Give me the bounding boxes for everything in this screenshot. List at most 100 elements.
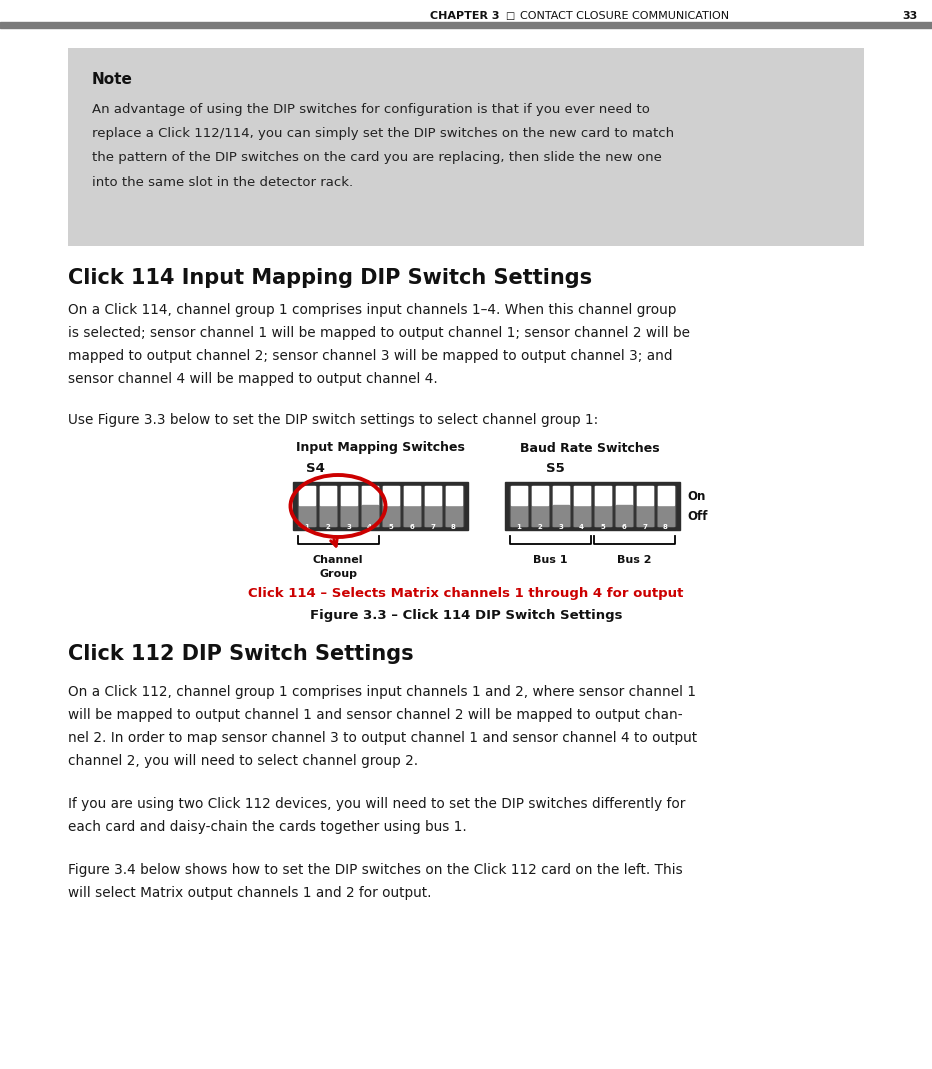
Bar bbox=[615, 486, 632, 505]
Text: Use Figure 3.3 below to set the DIP switch settings to select channel group 1:: Use Figure 3.3 below to set the DIP swit… bbox=[68, 413, 598, 427]
Text: Input Mapping Switches: Input Mapping Switches bbox=[295, 441, 464, 454]
Text: replace a Click 112/114, you can simply set the DIP switches on the new card to : replace a Click 112/114, you can simply … bbox=[92, 127, 674, 140]
Bar bbox=[320, 505, 336, 526]
Bar bbox=[656, 486, 675, 526]
Text: 1: 1 bbox=[304, 524, 308, 530]
Bar bbox=[298, 486, 314, 505]
Text: sensor channel 4 will be mapped to output channel 4.: sensor channel 4 will be mapped to outpu… bbox=[68, 372, 438, 386]
Text: Off: Off bbox=[688, 511, 708, 524]
Bar bbox=[339, 486, 358, 526]
Text: Click 114 Input Mapping DIP Switch Settings: Click 114 Input Mapping DIP Switch Setti… bbox=[68, 268, 592, 288]
Text: If you are using two Click 112 devices, you will need to set the DIP switches di: If you are using two Click 112 devices, … bbox=[68, 797, 685, 811]
Bar bbox=[382, 505, 399, 526]
Bar bbox=[594, 486, 611, 526]
Bar bbox=[595, 486, 610, 505]
Text: mapped to output channel 2; sensor channel 3 will be mapped to output channel 3;: mapped to output channel 2; sensor chann… bbox=[68, 348, 673, 363]
Text: On a Click 114, channel group 1 comprises input channels 1–4. When this channel : On a Click 114, channel group 1 comprise… bbox=[68, 303, 677, 317]
Text: 1: 1 bbox=[516, 524, 521, 530]
Bar bbox=[573, 486, 590, 505]
Text: Group: Group bbox=[319, 569, 357, 579]
Bar bbox=[552, 486, 569, 526]
Text: each card and daisy-chain the cards together using bus 1.: each card and daisy-chain the cards toge… bbox=[68, 820, 467, 834]
Text: Click 112 DIP Switch Settings: Click 112 DIP Switch Settings bbox=[68, 644, 414, 664]
Text: Note: Note bbox=[92, 73, 133, 88]
Text: 3: 3 bbox=[346, 524, 351, 530]
Bar bbox=[0, 22, 932, 28]
Text: 8: 8 bbox=[663, 524, 668, 530]
Text: 6: 6 bbox=[621, 524, 626, 530]
Bar bbox=[657, 505, 674, 526]
Text: Click 114 – Selects Matrix channels 1 through 4 for output: Click 114 – Selects Matrix channels 1 th… bbox=[248, 588, 684, 601]
Text: On a Click 112, channel group 1 comprises input channels 1 and 2, where sensor c: On a Click 112, channel group 1 comprise… bbox=[68, 685, 696, 699]
Text: will select Matrix output channels 1 and 2 for output.: will select Matrix output channels 1 and… bbox=[68, 886, 432, 900]
Text: 8: 8 bbox=[451, 524, 456, 530]
Bar bbox=[404, 486, 419, 505]
Bar bbox=[320, 486, 336, 505]
Bar bbox=[530, 486, 549, 526]
Bar bbox=[511, 505, 527, 526]
Bar bbox=[361, 486, 378, 526]
Bar bbox=[553, 486, 569, 505]
Text: 7: 7 bbox=[430, 524, 435, 530]
Text: 7: 7 bbox=[642, 524, 647, 530]
Bar bbox=[531, 505, 547, 526]
Bar bbox=[553, 505, 569, 526]
Bar bbox=[510, 486, 528, 526]
Bar bbox=[404, 505, 419, 526]
Text: 4: 4 bbox=[579, 524, 584, 530]
Bar bbox=[445, 486, 461, 505]
Bar bbox=[298, 505, 314, 526]
Text: 4: 4 bbox=[367, 524, 372, 530]
Text: CHAPTER 3: CHAPTER 3 bbox=[431, 11, 500, 21]
Bar bbox=[340, 505, 357, 526]
Text: the pattern of the DIP switches on the card you are replacing, then slide the ne: the pattern of the DIP switches on the c… bbox=[92, 152, 662, 165]
Bar bbox=[531, 486, 547, 505]
Bar bbox=[614, 486, 633, 526]
Bar bbox=[657, 486, 674, 505]
Bar bbox=[382, 486, 399, 505]
Text: 2: 2 bbox=[325, 524, 330, 530]
Bar bbox=[572, 486, 591, 526]
Text: Figure 3.4 below shows how to set the DIP switches on the Click 112 card on the : Figure 3.4 below shows how to set the DI… bbox=[68, 863, 683, 877]
Text: Channel: Channel bbox=[313, 555, 363, 566]
Text: 5: 5 bbox=[600, 524, 605, 530]
Text: 33: 33 bbox=[902, 11, 918, 21]
Text: Baud Rate Switches: Baud Rate Switches bbox=[520, 441, 660, 454]
Bar bbox=[293, 482, 468, 530]
Bar bbox=[615, 505, 632, 526]
Bar bbox=[297, 486, 316, 526]
Bar bbox=[68, 48, 864, 246]
Text: S5: S5 bbox=[545, 462, 565, 475]
Text: nel 2. In order to map sensor channel 3 to output channel 1 and sensor channel 4: nel 2. In order to map sensor channel 3 … bbox=[68, 731, 697, 745]
Bar bbox=[595, 505, 610, 526]
Text: □: □ bbox=[505, 11, 514, 21]
Text: 2: 2 bbox=[537, 524, 541, 530]
Text: S4: S4 bbox=[306, 462, 324, 475]
Text: An advantage of using the DIP switches for configuration is that if you ever nee: An advantage of using the DIP switches f… bbox=[92, 104, 650, 117]
Bar bbox=[362, 505, 377, 526]
Text: into the same slot in the detector rack.: into the same slot in the detector rack. bbox=[92, 175, 353, 188]
Text: channel 2, you will need to select channel group 2.: channel 2, you will need to select chann… bbox=[68, 754, 418, 768]
Bar bbox=[424, 486, 441, 505]
Bar bbox=[636, 486, 653, 526]
Bar bbox=[340, 486, 357, 505]
Text: Bus 2: Bus 2 bbox=[617, 555, 651, 566]
Text: 3: 3 bbox=[558, 524, 563, 530]
Bar bbox=[573, 505, 590, 526]
Bar bbox=[511, 486, 527, 505]
Text: is selected; sensor channel 1 will be mapped to output channel 1; sensor channel: is selected; sensor channel 1 will be ma… bbox=[68, 326, 690, 340]
Bar bbox=[445, 486, 462, 526]
Bar bbox=[637, 486, 652, 505]
Text: On: On bbox=[688, 491, 706, 503]
Text: will be mapped to output channel 1 and sensor channel 2 will be mapped to output: will be mapped to output channel 1 and s… bbox=[68, 708, 682, 722]
Text: Bus 1: Bus 1 bbox=[533, 555, 568, 566]
Text: 5: 5 bbox=[388, 524, 393, 530]
Text: Figure 3.3 – Click 114 DIP Switch Settings: Figure 3.3 – Click 114 DIP Switch Settin… bbox=[309, 609, 623, 622]
Bar bbox=[424, 505, 441, 526]
Text: CONTACT CLOSURE COMMUNICATION: CONTACT CLOSURE COMMUNICATION bbox=[520, 11, 729, 21]
Bar bbox=[423, 486, 442, 526]
Bar bbox=[403, 486, 420, 526]
Text: 6: 6 bbox=[409, 524, 414, 530]
Bar bbox=[504, 482, 679, 530]
Bar bbox=[445, 505, 461, 526]
